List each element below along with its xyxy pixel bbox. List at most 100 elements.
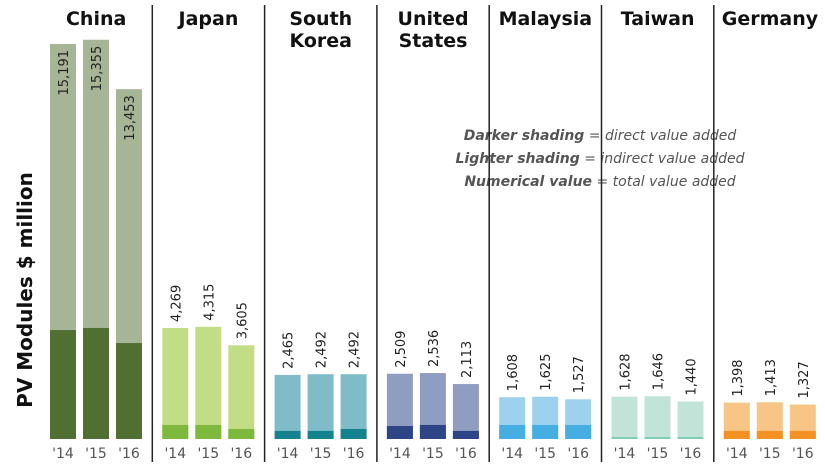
bar-direct <box>452 430 479 439</box>
legend-entry: Numerical value = total value added <box>464 174 735 190</box>
legend-desc: = total value added <box>592 174 736 190</box>
year-label: '14 <box>52 446 74 462</box>
year-label: '14 <box>501 446 523 462</box>
country-group: China 15,191 '14 15,355 '15 13,453 '16 <box>50 8 142 462</box>
bar-direct <box>386 425 413 439</box>
bar-indirect <box>611 396 638 439</box>
bar-direct <box>307 430 334 439</box>
bar-indirect <box>274 374 301 439</box>
value-label: 2,492 <box>315 331 330 368</box>
year-label: '15 <box>422 446 444 462</box>
bar-direct <box>340 428 367 439</box>
bar-direct <box>274 430 301 439</box>
value-label: 1,608 <box>506 354 521 391</box>
legend-key: Numerical value <box>464 174 592 190</box>
year-label: '14 <box>164 446 186 462</box>
bar-indirect <box>644 396 671 439</box>
legend: Darker shading = direct value added Light… <box>456 128 745 190</box>
year-label: '16 <box>680 446 702 462</box>
value-label: 15,355 <box>90 46 105 92</box>
value-label: 13,453 <box>123 95 138 141</box>
country-group: Taiwan 1,628 '14 1,646 '15 1,440 '16 <box>600 5 704 462</box>
bar-direct <box>50 330 76 439</box>
legend-entry: Darker shading = direct value added <box>464 128 737 144</box>
value-label: 4,315 <box>202 284 217 321</box>
bar-indirect <box>452 384 479 439</box>
bar-direct <box>611 437 638 439</box>
year-label: '16 <box>792 446 814 462</box>
country-label: South <box>289 8 352 30</box>
bar-direct <box>162 424 189 439</box>
country-label: Taiwan <box>621 8 695 30</box>
bar-direct <box>499 424 526 439</box>
year-label: '16 <box>343 446 365 462</box>
country-group: Malaysia 1,608 '14 1,625 '15 1,527 '16 <box>488 5 593 462</box>
bar-indirect <box>340 374 367 439</box>
bar-direct <box>723 430 750 439</box>
country-label: United <box>398 8 469 30</box>
value-label: 1,327 <box>797 361 812 398</box>
y-axis-label: PV Modules $ million <box>13 172 37 408</box>
year-label: '16 <box>230 446 252 462</box>
value-label: 2,113 <box>460 341 475 378</box>
value-label: 2,492 <box>348 331 363 368</box>
country-label: Germany <box>722 8 819 30</box>
year-label: '15 <box>85 446 107 462</box>
bar-direct <box>419 424 446 439</box>
value-label: 2,509 <box>394 331 409 368</box>
bar-direct <box>228 428 255 439</box>
value-label: 1,440 <box>685 358 700 395</box>
year-label: '15 <box>197 446 219 462</box>
bar-direct <box>644 437 671 439</box>
bar-indirect <box>162 327 189 439</box>
country-group: Germany 1,398 '14 1,413 '15 1,327 '16 <box>713 5 819 462</box>
value-label: 1,413 <box>764 359 779 396</box>
bar-direct <box>756 430 783 439</box>
year-label: '15 <box>759 446 781 462</box>
bar-indirect <box>228 345 255 439</box>
value-label: 1,628 <box>619 353 634 390</box>
year-label: '15 <box>310 446 332 462</box>
legend-desc: = direct value added <box>584 128 736 144</box>
year-label: '15 <box>647 446 669 462</box>
bar-direct <box>565 424 592 439</box>
country-label: Korea <box>289 30 352 52</box>
legend-entry: Lighter shading = indirect value added <box>456 151 745 167</box>
value-label: 1,646 <box>652 353 667 390</box>
value-label: 4,269 <box>169 285 184 322</box>
year-label: '14 <box>389 446 411 462</box>
bar-indirect <box>307 374 334 439</box>
value-label: 2,465 <box>282 332 297 369</box>
year-label: '16 <box>567 446 589 462</box>
bar-direct <box>83 327 109 439</box>
country-label: China <box>66 8 126 30</box>
bar-direct <box>789 430 816 439</box>
year-label: '15 <box>534 446 556 462</box>
value-label: 3,605 <box>235 302 250 339</box>
bar-indirect <box>195 326 222 439</box>
value-label: 15,191 <box>57 50 72 96</box>
value-label: 1,527 <box>572 356 587 393</box>
year-label: '14 <box>614 446 636 462</box>
year-label: '16 <box>455 446 477 462</box>
bar-direct <box>677 437 704 439</box>
bar-indirect <box>677 401 704 439</box>
year-label: '14 <box>726 446 748 462</box>
legend-desc: = indirect value added <box>580 151 745 167</box>
value-label: 1,398 <box>731 359 746 396</box>
bar-direct <box>532 424 559 439</box>
bar-direct <box>195 424 222 439</box>
bar-direct <box>116 343 142 439</box>
country-label: Malaysia <box>499 8 593 30</box>
year-label: '14 <box>277 446 299 462</box>
year-label: '16 <box>118 446 140 462</box>
legend-key: Lighter shading <box>456 151 580 167</box>
country-label: Japan <box>177 8 239 30</box>
value-label: 1,625 <box>539 354 554 391</box>
value-label: 2,536 <box>427 330 442 367</box>
country-group: Japan 4,269 '14 4,315 '15 3,605 '16 <box>151 5 255 462</box>
country-label: States <box>399 30 468 52</box>
